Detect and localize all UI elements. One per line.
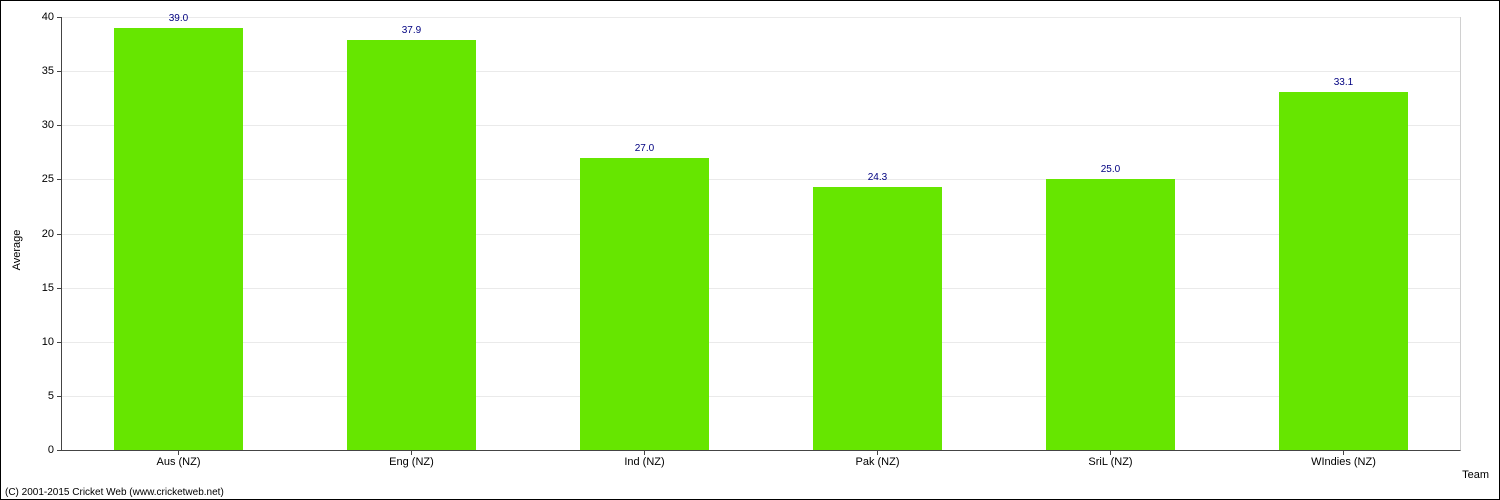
bar: 39.0Aus (NZ) [114,28,242,450]
y-tick-label: 10 [42,336,62,348]
gridline [62,234,1460,235]
y-tick-label: 35 [42,65,62,77]
x-category-label: WIndies (NZ) [1311,456,1376,468]
y-tick-label: 30 [42,119,62,131]
y-tick-label: 25 [42,173,62,185]
bar: 27.0Ind (NZ) [580,158,708,450]
bar-value-label: 37.9 [402,25,421,36]
x-category-label: Eng (NZ) [389,456,434,468]
x-category-label: Ind (NZ) [624,456,664,468]
x-category-label: Aus (NZ) [156,456,200,468]
gridline [62,342,1460,343]
plot-area: 051015202530354039.0Aus (NZ)37.9Eng (NZ)… [61,17,1461,451]
y-axis-label: Average [11,230,23,271]
x-tick [178,450,179,455]
x-tick [411,450,412,455]
y-tick-label: 15 [42,282,62,294]
chart-frame: Average 051015202530354039.0Aus (NZ)37.9… [0,0,1500,500]
bar-value-label: 24.3 [868,172,887,183]
gridline [62,288,1460,289]
bar: 33.1WIndies (NZ) [1279,92,1407,450]
gridline [62,179,1460,180]
x-category-label: SriL (NZ) [1088,456,1132,468]
x-tick [877,450,878,455]
footer-copyright: (C) 2001-2015 Cricket Web (www.cricketwe… [5,487,224,498]
x-axis-label: Team [1462,469,1489,481]
y-tick-label: 5 [48,390,62,402]
x-tick [1343,450,1344,455]
gridline [62,71,1460,72]
gridline [62,17,1460,18]
bar-value-label: 33.1 [1334,77,1353,88]
x-category-label: Pak (NZ) [855,456,899,468]
y-tick-label: 40 [42,11,62,23]
bar-value-label: 25.0 [1101,164,1120,175]
y-tick-label: 20 [42,228,62,240]
bar: 37.9Eng (NZ) [347,40,475,450]
gridline [62,125,1460,126]
gridline [62,396,1460,397]
bar-value-label: 27.0 [635,143,654,154]
x-tick [1110,450,1111,455]
bar: 24.3Pak (NZ) [813,187,941,450]
bar: 25.0SriL (NZ) [1046,179,1174,450]
bar-value-label: 39.0 [169,13,188,24]
x-tick [644,450,645,455]
y-tick-label: 0 [48,444,62,456]
